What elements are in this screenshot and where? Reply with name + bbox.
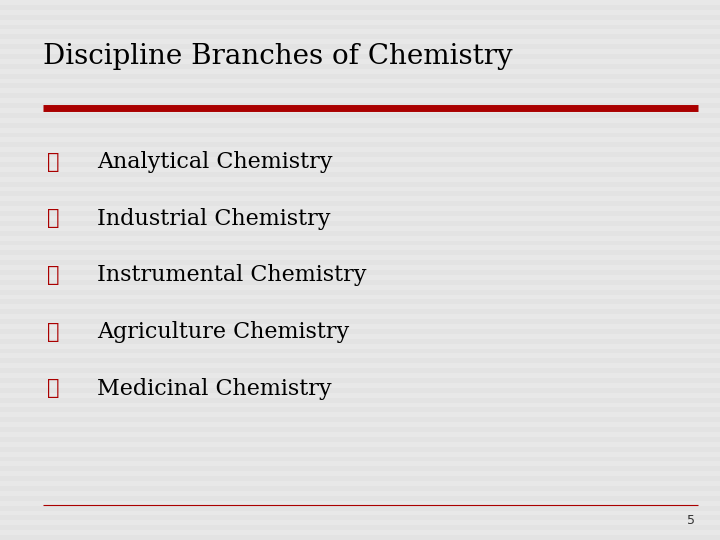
Bar: [0, 535, 720, 540]
Bar: [0, 437, 720, 442]
Text: Analytical Chemistry: Analytical Chemistry: [97, 151, 333, 173]
Bar: [0, 251, 720, 255]
Text: Industrial Chemistry: Industrial Chemistry: [97, 208, 330, 230]
Bar: [0, 44, 720, 49]
Bar: [0, 113, 720, 118]
Bar: [0, 93, 720, 98]
Bar: [0, 289, 720, 294]
Bar: [0, 132, 720, 138]
Bar: [0, 231, 720, 235]
Bar: [0, 339, 720, 343]
Bar: [0, 348, 720, 354]
Bar: [0, 309, 720, 314]
Bar: [0, 368, 720, 373]
Bar: [0, 427, 720, 432]
Bar: [0, 319, 720, 324]
Bar: [0, 300, 720, 305]
Bar: [0, 211, 720, 216]
Bar: [0, 525, 720, 530]
Bar: [0, 123, 720, 127]
Bar: [0, 5, 720, 10]
Bar: [0, 260, 720, 265]
Bar: [0, 162, 720, 167]
Bar: [0, 496, 720, 501]
Bar: [0, 397, 720, 402]
Bar: [0, 240, 720, 246]
Bar: [0, 143, 720, 147]
Bar: [0, 467, 720, 471]
Bar: [0, 280, 720, 285]
Bar: [0, 35, 720, 39]
Text: 5: 5: [687, 514, 695, 526]
Text: Agriculture Chemistry: Agriculture Chemistry: [97, 321, 349, 343]
Bar: [0, 359, 720, 363]
Bar: [0, 329, 720, 334]
Bar: [0, 15, 720, 19]
Bar: [0, 24, 720, 30]
Bar: [0, 152, 720, 157]
Bar: [0, 192, 720, 197]
Text: ❖: ❖: [47, 266, 59, 285]
Bar: [0, 73, 720, 78]
Bar: [0, 201, 720, 206]
Bar: [0, 64, 720, 69]
Bar: [0, 476, 720, 481]
Text: ❖: ❖: [47, 379, 59, 399]
Bar: [0, 378, 720, 383]
Bar: [0, 408, 720, 413]
Bar: [0, 221, 720, 226]
Text: Medicinal Chemistry: Medicinal Chemistry: [97, 378, 332, 400]
Bar: [0, 505, 720, 510]
Bar: [0, 417, 720, 422]
Bar: [0, 388, 720, 393]
Text: Discipline Branches of Chemistry: Discipline Branches of Chemistry: [43, 43, 513, 70]
Bar: [0, 181, 720, 186]
Text: Instrumental Chemistry: Instrumental Chemistry: [97, 265, 366, 286]
Bar: [0, 172, 720, 177]
Text: ❖: ❖: [47, 322, 59, 342]
Bar: [0, 486, 720, 491]
Bar: [0, 447, 720, 451]
Text: ❖: ❖: [47, 152, 59, 172]
Bar: [0, 84, 720, 89]
Bar: [0, 516, 720, 521]
Bar: [0, 54, 720, 59]
Bar: [0, 103, 720, 108]
Bar: [0, 270, 720, 275]
Bar: [0, 456, 720, 462]
Text: ❖: ❖: [47, 209, 59, 228]
